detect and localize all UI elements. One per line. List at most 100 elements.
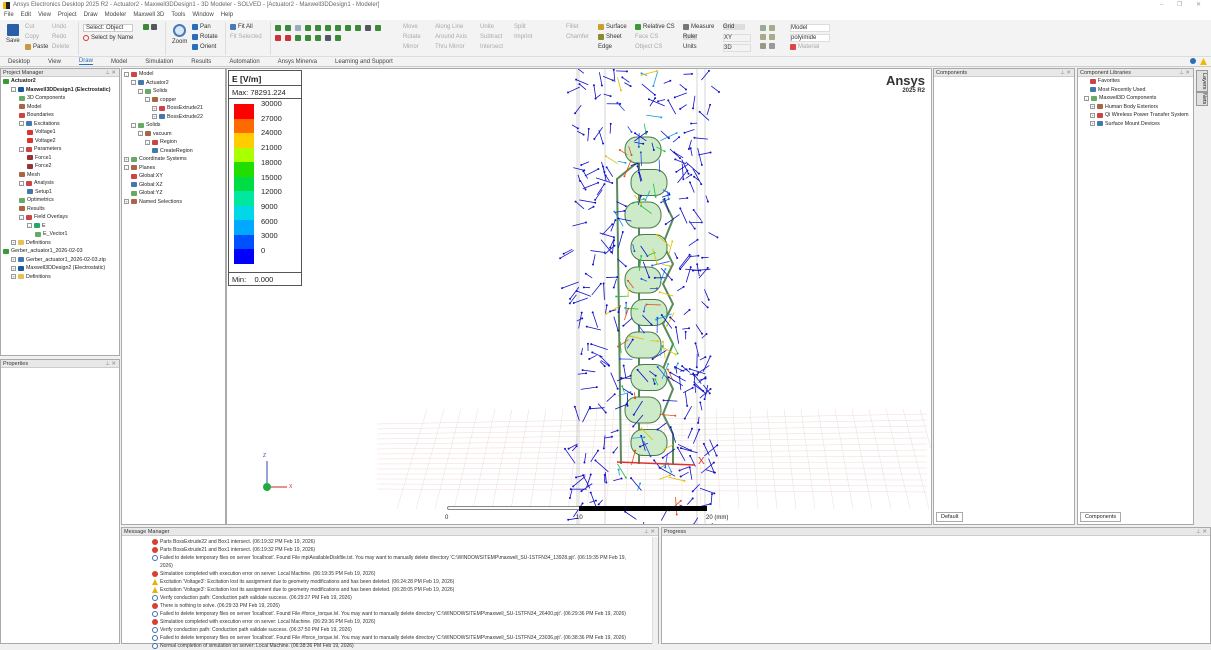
paste-button[interactable]: Paste xyxy=(25,44,48,50)
primitive-shape-icon[interactable] xyxy=(345,25,351,31)
menu-file[interactable]: File xyxy=(4,12,14,18)
primitive-shape-icon[interactable] xyxy=(335,35,341,41)
grid-toggle[interactable]: Grid xyxy=(723,24,745,30)
tree-item[interactable]: CreateRegion xyxy=(122,147,225,156)
message-scrollbar[interactable] xyxy=(652,537,658,644)
primitive-shape-icon[interactable] xyxy=(285,25,291,31)
tab-view[interactable]: View xyxy=(48,59,61,65)
primitive-shape-icon[interactable] xyxy=(305,35,311,41)
message-item[interactable]: Parts BossExtrude22 and Box1 intersect. … xyxy=(152,538,658,546)
expander-icon[interactable]: + xyxy=(1090,113,1095,118)
tree-item[interactable]: Global:XY xyxy=(122,172,225,181)
expander-icon[interactable]: - xyxy=(27,223,32,228)
subtract-button[interactable]: Subtract xyxy=(480,34,502,40)
tree-item[interactable]: -E xyxy=(1,222,119,231)
delete-button[interactable]: Delete xyxy=(52,44,69,50)
tree-item[interactable]: +Qi Wireless Power Transfer System xyxy=(1082,111,1193,120)
tree-item[interactable]: -Planes xyxy=(122,164,225,173)
orient-button[interactable]: Orient xyxy=(192,44,216,50)
tree-item[interactable]: Voltage1 xyxy=(1,128,119,137)
primitive-shape-icon[interactable] xyxy=(295,25,301,31)
edge-dropdown[interactable]: Edge xyxy=(598,44,612,50)
primitive-shape-icon[interactable] xyxy=(375,25,381,31)
window-controls[interactable]: – ❐ ✕ xyxy=(1160,1,1207,8)
undo-button[interactable]: Undo xyxy=(52,24,66,30)
primitive-shape-icon[interactable] xyxy=(275,35,281,41)
help-icon[interactable] xyxy=(1190,58,1196,64)
rotate-view-button[interactable]: Rotate xyxy=(192,34,218,40)
message-item[interactable]: Parts BossExtrude21 and Box1 intersect. … xyxy=(152,546,658,554)
tree-item[interactable]: +Definitions xyxy=(1,273,119,282)
redo-button[interactable]: Redo xyxy=(52,34,66,40)
around-axis-button[interactable]: Around Axis xyxy=(435,34,467,40)
expander-icon[interactable]: - xyxy=(19,181,24,186)
display-tools[interactable] xyxy=(143,24,157,30)
primitive-shape-icon[interactable] xyxy=(335,25,341,31)
tree-item[interactable]: Gerber_actuator1_2026-02-03 xyxy=(1,247,119,256)
expander-icon[interactable]: - xyxy=(124,72,129,77)
tree-item[interactable]: E_Vector1 xyxy=(1,230,119,239)
tree-item[interactable]: +BossExtrude22 xyxy=(122,113,225,122)
tree-item[interactable]: 3D Components xyxy=(1,94,119,103)
tree-item[interactable]: -Solids xyxy=(122,87,225,96)
surface-dropdown[interactable]: Surface xyxy=(598,24,627,30)
unite-button[interactable]: Unite xyxy=(480,24,494,30)
message-item[interactable]: There is nothing to solve. (06:29:33 PM … xyxy=(152,602,658,610)
tree-item[interactable]: Voltage2 xyxy=(1,137,119,146)
tree-item[interactable]: +Gerber_actuator1_2026-02-03.zip xyxy=(1,256,119,265)
cut-button[interactable]: Cut xyxy=(25,24,34,30)
tree-item[interactable]: Mesh xyxy=(1,171,119,180)
expander-icon[interactable]: + xyxy=(11,274,16,279)
ruler-toggle[interactable]: Ruler xyxy=(683,34,697,40)
fillet-button[interactable]: Fillet xyxy=(566,24,579,30)
tree-item[interactable]: +BossExtrude21 xyxy=(122,104,225,113)
imprint-button[interactable]: Imprint xyxy=(514,34,532,40)
grid-plane-dropdown[interactable]: XY xyxy=(723,34,751,42)
face-cs-button[interactable]: Face CS xyxy=(635,34,658,40)
field-plot-canvas[interactable] xyxy=(227,69,932,525)
tree-item[interactable]: Favorites xyxy=(1082,77,1193,86)
expander-icon[interactable]: + xyxy=(11,257,16,262)
copy-button[interactable]: Copy xyxy=(25,34,39,40)
thru-mirror-button[interactable]: Thru Mirror xyxy=(435,44,465,50)
fit-selected-button[interactable]: Fit Selected xyxy=(230,34,262,40)
intersect-button[interactable]: Intersect xyxy=(480,44,503,50)
tab-learning-and-support[interactable]: Learning and Support xyxy=(335,59,393,65)
menu-edit[interactable]: Edit xyxy=(21,12,31,18)
message-item[interactable]: Excitation 'Voltage3': Excitation lost i… xyxy=(152,578,658,586)
menu-maxwell-3d[interactable]: Maxwell 3D xyxy=(133,12,164,18)
message-item[interactable]: Failed to delete temporary files on serv… xyxy=(152,634,658,642)
split-button[interactable]: Split xyxy=(514,24,526,30)
tab-results[interactable]: Results xyxy=(191,59,211,65)
expander-icon[interactable]: - xyxy=(124,165,129,170)
relative-cs-dropdown[interactable]: Relative CS xyxy=(635,24,675,30)
tree-item[interactable]: -Parameters xyxy=(1,145,119,154)
expander-icon[interactable]: - xyxy=(1084,96,1089,101)
tree-item[interactable]: -Solids xyxy=(122,121,225,130)
tree-item[interactable]: -vacuum xyxy=(122,130,225,139)
primitive-shape-icon[interactable] xyxy=(315,35,321,41)
tab-ansys-minerva[interactable]: Ansys Minerva xyxy=(278,59,317,65)
expander-icon[interactable]: + xyxy=(152,114,157,119)
tree-item[interactable]: Global:YZ xyxy=(122,189,225,198)
measure-dropdown[interactable]: Measure xyxy=(683,24,714,30)
tree-item[interactable]: -Maxwell3DDesign1 (Electrostatic) xyxy=(1,86,119,95)
expander-icon[interactable]: + xyxy=(1090,121,1095,126)
expander-icon[interactable]: - xyxy=(19,121,24,126)
move-button[interactable]: Move xyxy=(403,24,418,30)
menu-view[interactable]: View xyxy=(38,12,51,18)
tab-automation[interactable]: Automation xyxy=(229,59,259,65)
menu-help[interactable]: Help xyxy=(221,12,233,18)
tree-item[interactable]: +Human Body Exteriors xyxy=(1082,103,1193,112)
expander-icon[interactable]: - xyxy=(145,97,150,102)
tree-item[interactable]: Optimetrics xyxy=(1,196,119,205)
grid-view-dropdown[interactable]: 3D xyxy=(723,44,751,52)
primitive-shape-icon[interactable] xyxy=(355,25,361,31)
expander-icon[interactable]: + xyxy=(11,240,16,245)
expander-icon[interactable]: + xyxy=(152,106,157,111)
tree-item[interactable]: Force2 xyxy=(1,162,119,171)
expander-icon[interactable]: - xyxy=(145,140,150,145)
message-item[interactable]: Simulation completed with execution erro… xyxy=(152,570,658,578)
tab-draw[interactable]: Draw xyxy=(79,58,93,65)
tab-components[interactable]: Components xyxy=(1080,512,1121,522)
